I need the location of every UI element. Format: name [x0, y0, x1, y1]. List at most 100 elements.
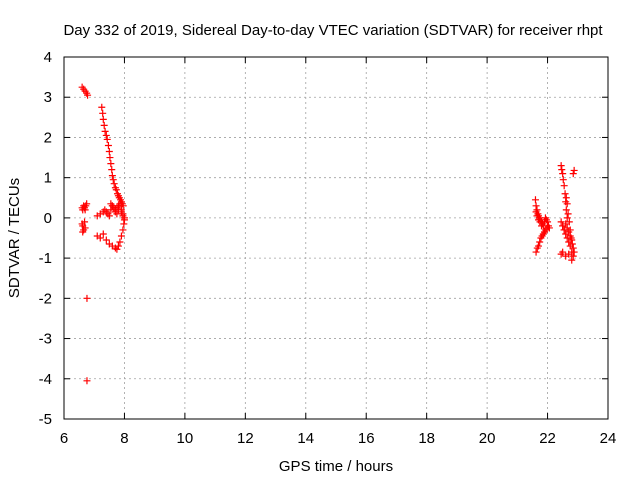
y-tick-label: -4	[39, 371, 52, 388]
data-point	[119, 210, 127, 218]
data-point	[569, 252, 577, 260]
data-point	[557, 218, 565, 226]
y-tick-label: -1	[39, 250, 52, 267]
grid-lines	[64, 57, 608, 419]
data-point	[568, 256, 576, 264]
data-point	[83, 294, 91, 302]
data-point	[102, 131, 110, 139]
data-point	[569, 170, 577, 178]
data-point	[570, 166, 578, 174]
data-point	[532, 208, 540, 216]
data-point	[559, 170, 567, 178]
x-tick-label: 12	[237, 430, 254, 447]
data-point	[98, 103, 106, 111]
data-point	[532, 248, 540, 256]
data-point	[120, 220, 128, 228]
data-point	[105, 212, 113, 220]
data-point	[562, 206, 570, 214]
data-point	[558, 166, 566, 174]
x-tick-label: 24	[600, 430, 617, 447]
x-tick-label: 18	[418, 430, 435, 447]
data-point	[533, 212, 541, 220]
data-point	[536, 238, 544, 246]
chart-title: Day 332 of 2019, Sidereal Day-to-day VTE…	[63, 22, 603, 39]
data-point	[536, 218, 544, 226]
data-point	[565, 218, 573, 226]
x-tick-label: 20	[479, 430, 496, 447]
data-point	[568, 240, 576, 248]
data-point	[84, 91, 92, 99]
data-point	[117, 206, 125, 214]
data-point	[564, 210, 572, 218]
data-point	[534, 242, 542, 250]
x-tick-label: 6	[60, 430, 68, 447]
data-point	[83, 377, 91, 385]
data-point	[544, 218, 552, 226]
data-point	[117, 232, 125, 240]
data-point	[107, 160, 115, 168]
x-axis-label: GPS time / hours	[279, 458, 393, 475]
y-tick-label: 4	[44, 49, 52, 66]
data-point	[106, 154, 114, 162]
data-point	[105, 148, 113, 156]
x-tick-label: 14	[297, 430, 314, 447]
data-point	[531, 196, 539, 204]
data-point	[566, 226, 574, 234]
data-point	[113, 210, 121, 218]
data-point	[108, 166, 116, 174]
data-point	[108, 172, 116, 180]
data-point	[561, 190, 569, 198]
data-point	[81, 206, 89, 214]
data-point	[100, 121, 108, 129]
y-tick-label: 2	[44, 129, 52, 146]
data-point	[112, 186, 120, 194]
x-tick-label: 22	[539, 430, 556, 447]
y-tick-label: 0	[44, 210, 52, 227]
data-point	[102, 236, 110, 244]
data-point	[562, 220, 570, 228]
y-tick-label: 3	[44, 89, 52, 106]
data-point	[563, 214, 571, 222]
data-point	[119, 226, 127, 234]
data-point	[83, 200, 91, 208]
data-point	[103, 135, 111, 143]
data-point	[562, 194, 570, 202]
data-point	[559, 176, 567, 184]
x-tick-label: 8	[120, 430, 128, 447]
data-point	[96, 234, 104, 242]
data-point	[101, 127, 109, 135]
data-point	[109, 176, 117, 184]
data-point	[116, 238, 124, 246]
data-point	[120, 214, 128, 222]
data-point	[570, 248, 578, 256]
data-point	[104, 141, 112, 149]
data-point	[560, 182, 568, 190]
data-point	[99, 230, 107, 238]
data-point	[110, 180, 118, 188]
data-point	[116, 200, 124, 208]
y-tick-label: 1	[44, 170, 52, 187]
data-point	[114, 242, 122, 250]
y-tick-labels: 4 3 2 1 0 -1 -2 -3 -4 -5	[39, 49, 52, 428]
data-points	[78, 83, 578, 385]
y-tick-label: -2	[39, 290, 52, 307]
data-point	[559, 248, 567, 256]
data-point	[569, 244, 577, 252]
data-point	[565, 250, 573, 258]
data-point	[538, 222, 546, 230]
y-tick-label: -3	[39, 331, 52, 348]
data-point	[79, 228, 87, 236]
data-point	[113, 245, 121, 253]
data-point	[81, 218, 89, 226]
x-tick-labels: 6 8 10 12 14 16 18 20 22 24	[60, 430, 617, 447]
x-tick-label: 10	[177, 430, 194, 447]
plot-frame	[63, 56, 609, 420]
data-point	[81, 224, 89, 232]
data-point	[532, 202, 540, 210]
x-tick-label: 16	[358, 430, 375, 447]
data-point	[544, 222, 552, 230]
data-point	[99, 109, 107, 117]
y-tick-label: -5	[39, 411, 52, 428]
data-point	[557, 162, 565, 170]
